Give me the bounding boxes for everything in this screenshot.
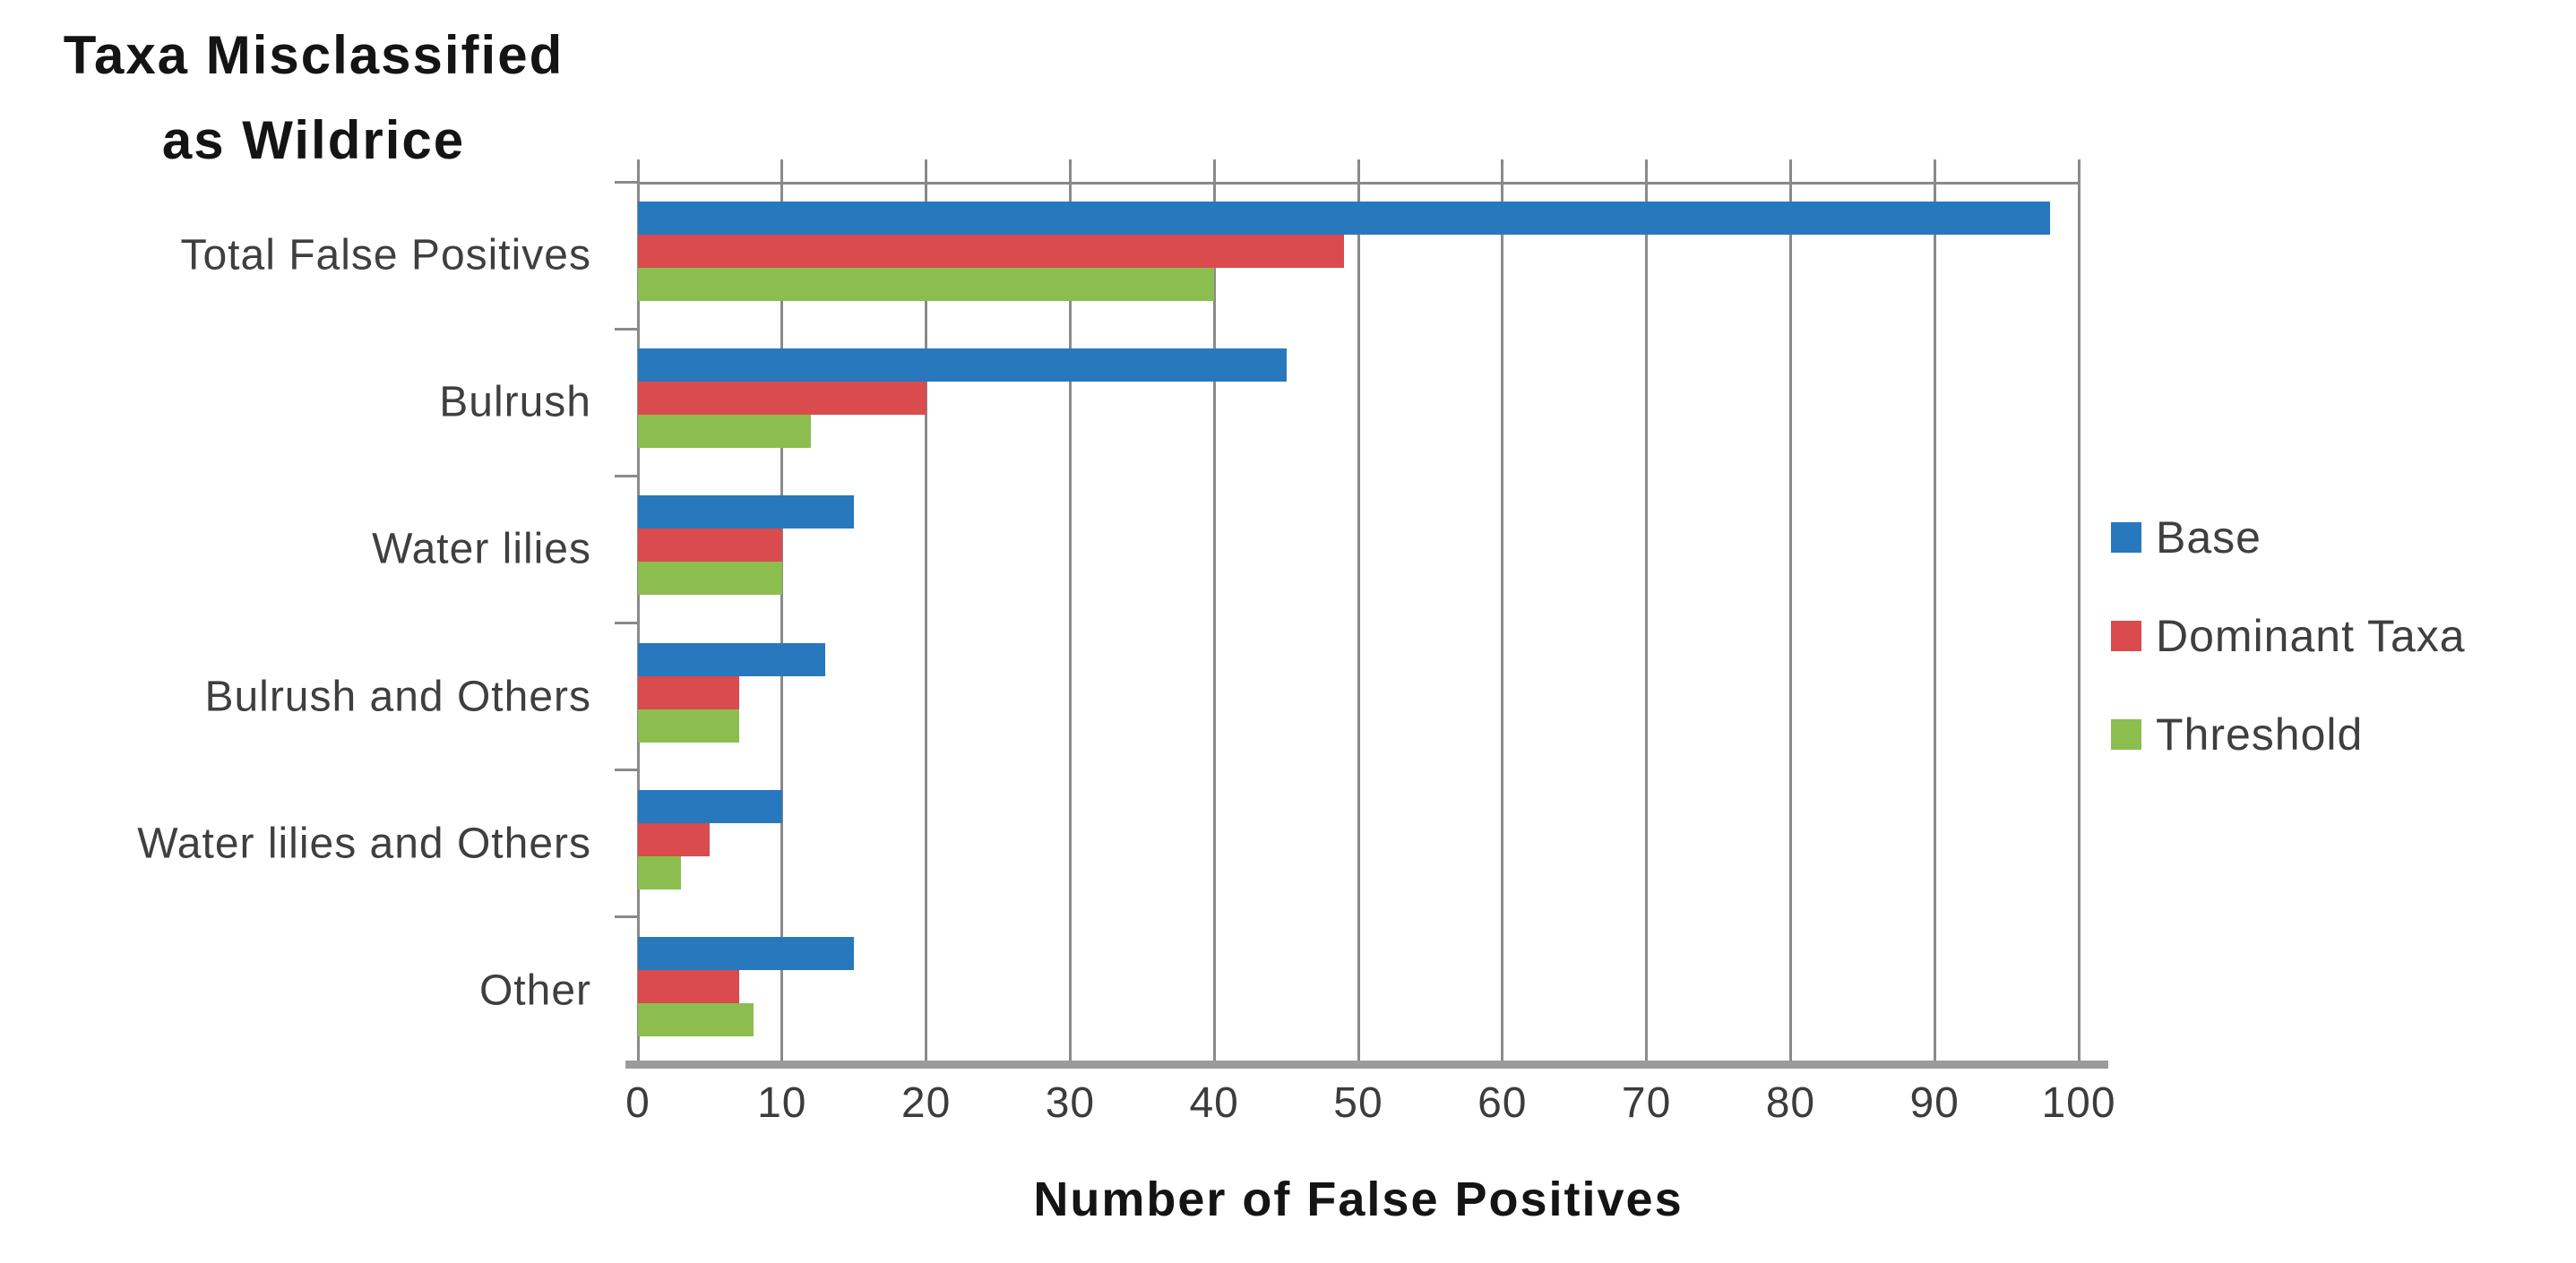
legend-label: Base	[2156, 512, 2262, 563]
gridline	[780, 159, 784, 1064]
bar	[638, 268, 1215, 301]
category-label: Other	[478, 967, 591, 1015]
bar	[638, 936, 855, 970]
bar	[638, 415, 811, 449]
gridline	[1357, 159, 1360, 1064]
bar	[638, 675, 739, 709]
legend-item: Base	[2111, 488, 2466, 587]
x-tick-label: 80	[1765, 1079, 1816, 1127]
plot-top-border	[638, 182, 2079, 185]
gridline	[1645, 159, 1649, 1064]
bar	[638, 495, 855, 529]
x-tick-label: 10	[757, 1079, 807, 1127]
gridline	[925, 159, 928, 1064]
category-tick	[615, 915, 638, 919]
category-tick	[615, 622, 638, 624]
legend: Base Dominant Taxa Threshold	[2111, 488, 2466, 784]
legend-label: Threshold	[2156, 709, 2364, 760]
category-label: Water lilies and Others	[137, 820, 591, 868]
y-axis-line	[636, 159, 640, 1064]
category-label: Bulrush	[439, 378, 591, 426]
category-label: Bulrush and Others	[204, 673, 591, 721]
plot-area	[615, 159, 2081, 1064]
x-tick-label: 30	[1045, 1079, 1096, 1127]
legend-item: Threshold	[2111, 685, 2466, 784]
legend-swatch-icon	[2111, 621, 2141, 651]
legend-swatch-icon	[2111, 522, 2141, 553]
category-tick	[615, 180, 638, 184]
chart-title-line-1: Taxa Misclassified	[63, 25, 564, 85]
x-tick-label: 90	[1909, 1079, 1960, 1127]
x-axis-line	[625, 1061, 2108, 1069]
bar	[638, 855, 682, 889]
gridline	[1212, 159, 1216, 1064]
x-tick-label: 0	[625, 1079, 650, 1127]
bar	[638, 562, 782, 596]
legend-item: Dominant Taxa	[2111, 587, 2466, 685]
x-tick-label: 100	[2041, 1079, 2116, 1127]
category-tick	[615, 474, 638, 477]
bar	[638, 969, 739, 1003]
bar	[638, 235, 1344, 268]
legend-label: Dominant Taxa	[2156, 611, 2466, 661]
category-axis-labels: Total False Positives Bulrush Water lilies…	[0, 0, 602, 1263]
gridline	[1501, 159, 1504, 1064]
x-tick-label: 20	[900, 1079, 952, 1127]
legend-swatch-icon	[2111, 719, 2141, 750]
chart-title-line-2: as Wildrice	[161, 110, 466, 170]
gridline	[2077, 159, 2081, 1064]
chart-title: Taxa Misclassified as Wildrice	[36, 13, 591, 183]
category-tick	[615, 327, 638, 331]
gridline	[1788, 159, 1792, 1064]
bar	[638, 202, 2050, 235]
category-tick	[615, 769, 638, 772]
x-tick-label: 50	[1333, 1079, 1383, 1127]
x-tick-label: 40	[1189, 1079, 1239, 1127]
bar	[638, 382, 926, 416]
bar	[638, 709, 739, 743]
x-tick-label: 70	[1621, 1079, 1672, 1127]
bar	[638, 822, 711, 856]
bar	[638, 1002, 754, 1036]
x-tick-label: 60	[1478, 1079, 1528, 1127]
bar	[638, 789, 782, 823]
x-axis-title: Number of False Positives	[1033, 1173, 1684, 1226]
gridline	[1933, 159, 1936, 1064]
bar	[638, 642, 826, 676]
category-label: Total False Positives	[180, 231, 591, 279]
bar	[638, 528, 782, 563]
gridline	[1068, 159, 1072, 1064]
category-label: Water lilies	[372, 525, 591, 573]
bar	[638, 348, 1287, 382]
